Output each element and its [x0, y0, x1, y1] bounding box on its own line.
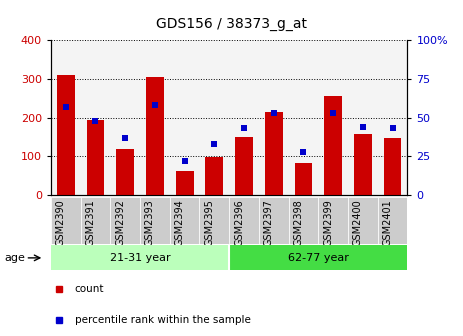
Bar: [378, 40, 407, 195]
Text: 62-77 year: 62-77 year: [288, 253, 349, 263]
Bar: [146, 77, 164, 195]
Bar: [265, 112, 282, 195]
Text: GSM2399: GSM2399: [323, 199, 333, 246]
Bar: [51, 197, 81, 244]
Bar: [57, 75, 75, 195]
Text: GSM2395: GSM2395: [204, 199, 214, 246]
Bar: [319, 40, 348, 195]
Text: age: age: [5, 253, 25, 263]
Text: GSM2391: GSM2391: [86, 199, 95, 246]
Bar: [319, 197, 348, 244]
Bar: [348, 197, 378, 244]
Bar: [87, 120, 105, 195]
Bar: [206, 157, 223, 195]
Bar: [200, 40, 229, 195]
Bar: [140, 197, 170, 244]
Text: GSM2397: GSM2397: [264, 199, 274, 246]
Bar: [81, 40, 110, 195]
Bar: [324, 96, 342, 195]
Text: GSM2400: GSM2400: [353, 199, 363, 246]
Text: count: count: [75, 284, 104, 294]
Bar: [176, 171, 194, 195]
Text: GSM2390: GSM2390: [56, 199, 66, 246]
Bar: [354, 134, 372, 195]
Bar: [288, 197, 319, 244]
Bar: [170, 40, 200, 195]
Text: GSM2394: GSM2394: [175, 199, 185, 246]
Text: GSM2396: GSM2396: [234, 199, 244, 246]
Bar: [288, 40, 319, 195]
Bar: [259, 197, 288, 244]
Bar: [229, 40, 259, 195]
Bar: [378, 197, 407, 244]
Bar: [259, 40, 288, 195]
Text: GSM2392: GSM2392: [115, 199, 125, 246]
Bar: [110, 197, 140, 244]
Text: GSM2401: GSM2401: [382, 199, 393, 246]
Text: GSM2398: GSM2398: [294, 199, 303, 246]
Bar: [170, 197, 200, 244]
Bar: [116, 149, 134, 195]
Text: 21-31 year: 21-31 year: [110, 253, 170, 263]
Text: GDS156 / 38373_g_at: GDS156 / 38373_g_at: [156, 17, 307, 31]
Bar: [81, 197, 110, 244]
Bar: [384, 138, 401, 195]
Bar: [229, 197, 259, 244]
Bar: [235, 137, 253, 195]
Text: GSM2393: GSM2393: [145, 199, 155, 246]
Bar: [140, 40, 170, 195]
Bar: [229, 245, 407, 270]
Bar: [294, 163, 313, 195]
Bar: [51, 40, 81, 195]
Text: percentile rank within the sample: percentile rank within the sample: [75, 316, 250, 326]
Bar: [200, 197, 229, 244]
Bar: [110, 40, 140, 195]
Bar: [348, 40, 378, 195]
Bar: [51, 245, 229, 270]
